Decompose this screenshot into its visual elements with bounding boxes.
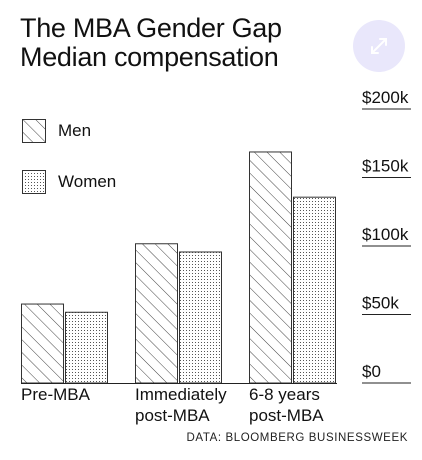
bars [21, 151, 337, 384]
bar-men [135, 243, 178, 384]
y-tick-label: $0 [362, 362, 381, 381]
legend-label-women: Women [58, 172, 117, 191]
legend-label-men: Men [58, 121, 92, 140]
bar-men [21, 303, 64, 384]
expand-button[interactable] [353, 20, 405, 72]
expand-arrows-icon [371, 38, 387, 54]
y-tick-label: $200k [362, 88, 409, 107]
chart-title-line-1: The MBA Gender Gap [20, 13, 282, 43]
bar-women [179, 251, 222, 384]
legend-swatch-men [22, 119, 46, 143]
y-tick-label: $100k [362, 225, 409, 244]
category-label: 6-8 years [249, 385, 320, 404]
legend-item-women: Women [22, 169, 116, 195]
chart-subtitle: Median compensation [20, 42, 279, 72]
bar-women [65, 311, 108, 384]
category-label: post-MBA [249, 406, 324, 425]
x-axis: Pre-MBA Immediately post-MBA 6-8 years post-… [21, 385, 324, 425]
legend-item-men: Men [22, 118, 116, 144]
category-label: Pre-MBA [21, 385, 91, 404]
bar-women [293, 196, 336, 384]
category-label: Immediately [135, 385, 227, 404]
chart-title: The MBA Gender Gap Median compensation [20, 14, 282, 72]
legend: Men Women [22, 118, 116, 220]
y-tick-label: $150k [362, 157, 409, 176]
source-note: DATA: BLOOMBERG BUSINESSWEEK [186, 432, 408, 444]
bar-men [249, 151, 292, 384]
legend-swatch-women [22, 170, 46, 194]
y-axis: $0 $50k $100k $150k $200k [362, 88, 411, 384]
category-label: post-MBA [135, 406, 210, 425]
y-tick-label: $50k [362, 294, 399, 313]
